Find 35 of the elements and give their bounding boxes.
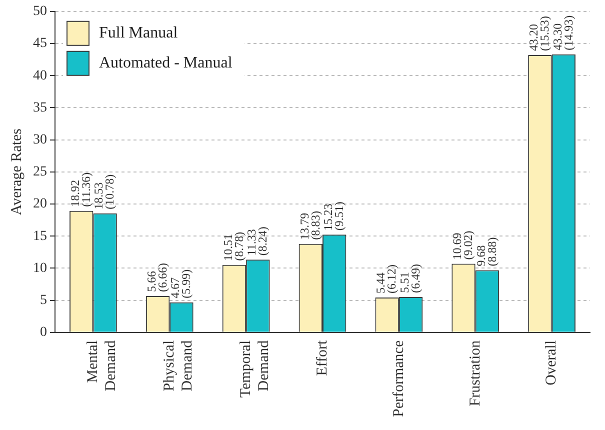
data-label: 5.66 (6.66)	[144, 263, 170, 292]
x-tick-label: Performance	[390, 340, 407, 418]
y-tick-label: 20	[33, 196, 47, 212]
y-tick-label: 50	[33, 4, 47, 20]
data-label: 11.33 (8.24)	[244, 226, 270, 256]
data-label: 10.69 (9.02)	[450, 230, 476, 260]
y-tick-label: 40	[33, 68, 47, 84]
x-tick-label: Mental Demand	[85, 340, 120, 392]
data-label: 18.92 (11.36)	[68, 172, 94, 207]
data-label: 18.53 (10.78)	[92, 174, 117, 210]
x-tick-label: Overall	[544, 340, 560, 386]
y-tick-label: 15	[33, 228, 47, 244]
y-tick-label: 0	[40, 325, 47, 340]
y-tick-label: 35	[33, 100, 47, 116]
data-label: 43.20 (15.53)	[526, 16, 552, 52]
x-tick-label: Effort	[314, 340, 330, 376]
data-label: 5.44 (6.12)	[374, 264, 399, 294]
y-tick-label: 30	[33, 132, 47, 148]
x-tick-label: Frustration	[467, 340, 484, 406]
legend-label: Full Manual	[99, 24, 178, 42]
x-tick-label: Temporal Demand	[238, 340, 272, 398]
data-label: 9.68 (8.88)	[474, 237, 499, 266]
y-tick-label: 5	[40, 292, 47, 308]
y-tick-label: 25	[33, 164, 47, 180]
data-label: 5.51 (6.49)	[397, 264, 422, 294]
data-label: 13.79 (8.83)	[297, 210, 322, 240]
x-tick-label: Physical Demand	[162, 340, 196, 392]
y-axis-title: Average Rates	[8, 128, 25, 216]
legend-label: Automated - Manual	[99, 54, 233, 72]
data-label: 43.30 (14.93)	[550, 15, 576, 50]
y-tick-label: 45	[33, 36, 47, 52]
data-label: 10.51 (8.78)	[220, 232, 246, 261]
y-tick-label: 10	[33, 260, 47, 276]
data-label: 4.67 (5.99)	[168, 269, 194, 298]
data-label: 15.23 (9.51)	[321, 202, 346, 231]
